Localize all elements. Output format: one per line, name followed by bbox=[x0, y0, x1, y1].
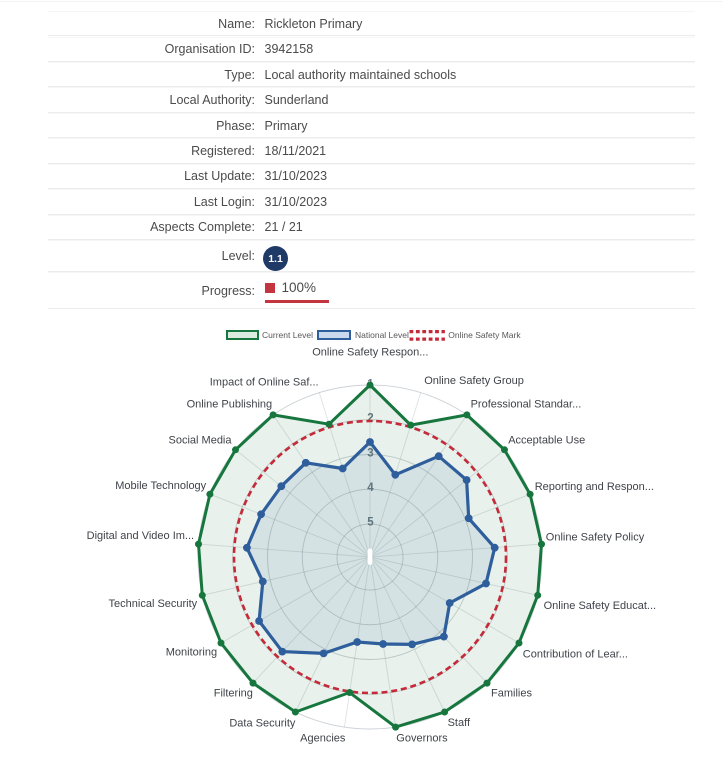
svg-text:Agencies: Agencies bbox=[300, 733, 346, 745]
svg-text:Data Security: Data Security bbox=[229, 718, 296, 730]
svg-text:Professional Standar...: Professional Standar... bbox=[471, 399, 582, 411]
svg-text:Digital and Video Im...: Digital and Video Im... bbox=[87, 530, 194, 542]
svg-text:Online Publishing: Online Publishing bbox=[187, 399, 273, 411]
svg-text:Online Safety Group: Online Safety Group bbox=[424, 375, 524, 387]
svg-text:Social Media: Social Media bbox=[169, 434, 233, 446]
svg-text:Online Safety Policy: Online Safety Policy bbox=[546, 531, 645, 543]
svg-text:2: 2 bbox=[367, 413, 373, 425]
svg-text:Mobile Technology: Mobile Technology bbox=[115, 480, 206, 492]
svg-text:Staff: Staff bbox=[448, 717, 471, 729]
svg-text:Impact of Online Saf...: Impact of Online Saf... bbox=[210, 377, 319, 389]
svg-text:Contribution of Lear...: Contribution of Lear... bbox=[523, 648, 628, 660]
svg-text:Reporting and Respon...: Reporting and Respon... bbox=[535, 481, 654, 493]
svg-text:Online Safety Respon...: Online Safety Respon... bbox=[312, 347, 428, 359]
svg-text:Families: Families bbox=[491, 687, 532, 699]
svg-text:Governors: Governors bbox=[396, 732, 448, 744]
svg-text:5: 5 bbox=[367, 517, 374, 529]
svg-text:Online Safety Educat...: Online Safety Educat... bbox=[544, 600, 657, 612]
svg-text:4: 4 bbox=[367, 482, 374, 494]
svg-text:Filtering: Filtering bbox=[214, 688, 253, 700]
svg-text:Acceptable Use: Acceptable Use bbox=[508, 434, 585, 446]
svg-text:3: 3 bbox=[367, 448, 373, 460]
svg-text:Monitoring: Monitoring bbox=[166, 647, 217, 659]
svg-text:Technical Security: Technical Security bbox=[109, 598, 198, 610]
